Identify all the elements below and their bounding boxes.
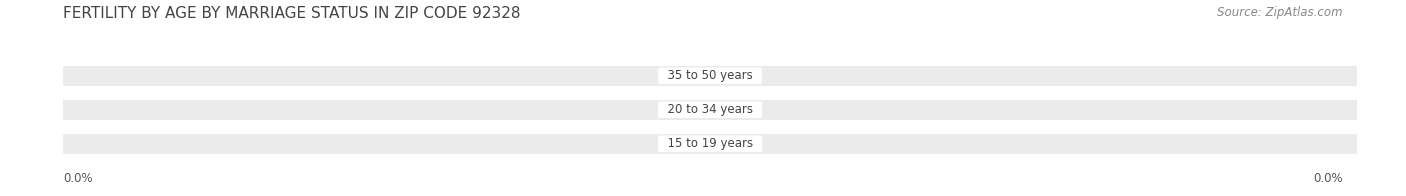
Bar [710,103,733,117]
Bar [688,103,710,117]
Text: 0.0%: 0.0% [1313,172,1343,185]
Bar [710,68,733,83]
Text: 0.0%: 0.0% [707,71,738,81]
Text: 0.0%: 0.0% [63,172,93,185]
Bar [63,66,1357,86]
Text: 20 to 34 years: 20 to 34 years [659,103,761,116]
Text: 35 to 50 years: 35 to 50 years [659,69,761,82]
Text: 0.0%: 0.0% [683,71,714,81]
Bar [63,133,1357,154]
Text: FERTILITY BY AGE BY MARRIAGE STATUS IN ZIP CODE 92328: FERTILITY BY AGE BY MARRIAGE STATUS IN Z… [63,6,520,21]
Bar [710,136,733,151]
Text: 0.0%: 0.0% [683,105,714,115]
Text: Source: ZipAtlas.com: Source: ZipAtlas.com [1218,6,1343,19]
Text: 15 to 19 years: 15 to 19 years [659,137,761,150]
Text: 0.0%: 0.0% [707,105,738,115]
Bar [63,100,1357,120]
Text: 0.0%: 0.0% [683,139,714,149]
Bar [688,136,710,151]
Text: 0.0%: 0.0% [707,139,738,149]
Bar [688,68,710,83]
